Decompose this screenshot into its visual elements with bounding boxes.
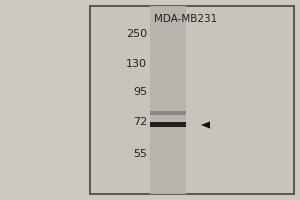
Text: 250: 250 [126,29,147,39]
Bar [150,111,186,115]
Bar [150,122,186,128]
Bar [150,6,186,194]
Text: 130: 130 [126,59,147,69]
Text: MDA-MB231: MDA-MB231 [154,14,218,24]
Bar [90,6,294,194]
Text: 95: 95 [133,87,147,97]
Text: 72: 72 [133,117,147,127]
Text: 55: 55 [133,149,147,159]
Polygon shape [201,121,210,129]
